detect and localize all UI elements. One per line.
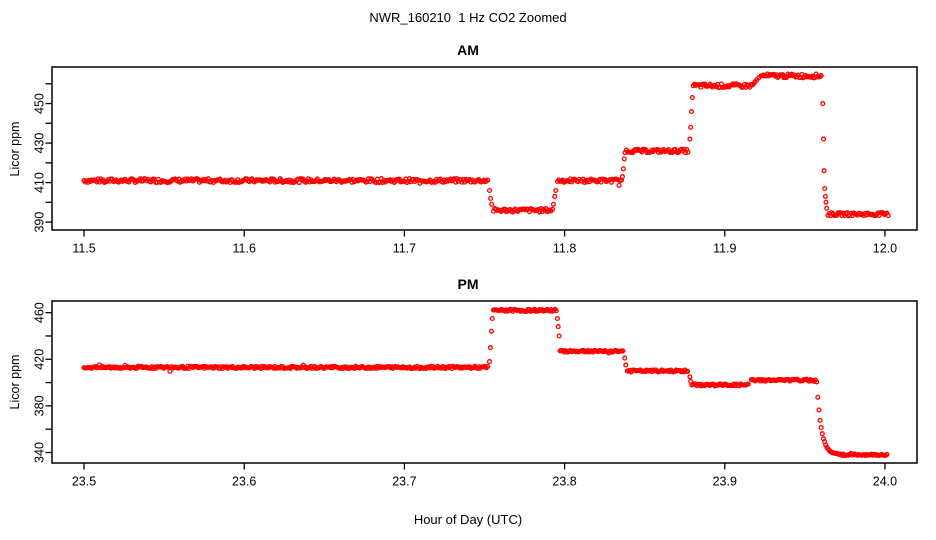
y-tick-label: 340 <box>32 442 46 463</box>
x-tick-label: 23.7 <box>392 475 416 489</box>
y-tick-label: 420 <box>32 349 46 370</box>
y-tick-label: 460 <box>32 302 46 323</box>
x-tick-label: 23.5 <box>72 475 96 489</box>
am-panel-title: AM <box>457 42 479 58</box>
x-axis-label: Hour of Day (UTC) <box>413 512 523 527</box>
x-tick-label: 11.5 <box>72 242 95 256</box>
figure-title: NWR_160210 1 Hz CO2 Zoomed <box>369 10 567 25</box>
y-tick-label: 380 <box>32 395 46 416</box>
data-points <box>81 306 890 459</box>
x-tick-label: 23.8 <box>552 475 576 489</box>
x-tick-label: 23.9 <box>713 475 737 489</box>
y-tick-label: 410 <box>32 172 46 193</box>
x-tick-label: 11.8 <box>553 242 576 256</box>
x-tick-label: 11.9 <box>713 242 736 256</box>
x-tick-label: 11.6 <box>233 242 256 256</box>
x-tick-label: 24.0 <box>873 475 897 489</box>
data-points <box>81 71 891 219</box>
x-tick-label: 12.0 <box>873 242 897 256</box>
y-tick-label: 390 <box>32 212 46 233</box>
y-tick-label: 450 <box>32 93 46 114</box>
pm-panel-title: PM <box>457 276 479 292</box>
axes: 11.5 11.6 11.7 11.8 11.9 12.0 390 410 430 450 <box>32 66 918 256</box>
axes: 23.5 23.6 23.7 23.8 23.9 24.0 340 380 420 460 <box>32 300 918 489</box>
y-tick-label: 430 <box>32 133 46 154</box>
x-tick-label: 23.6 <box>232 475 256 489</box>
x-tick-label: 11.7 <box>393 242 416 256</box>
